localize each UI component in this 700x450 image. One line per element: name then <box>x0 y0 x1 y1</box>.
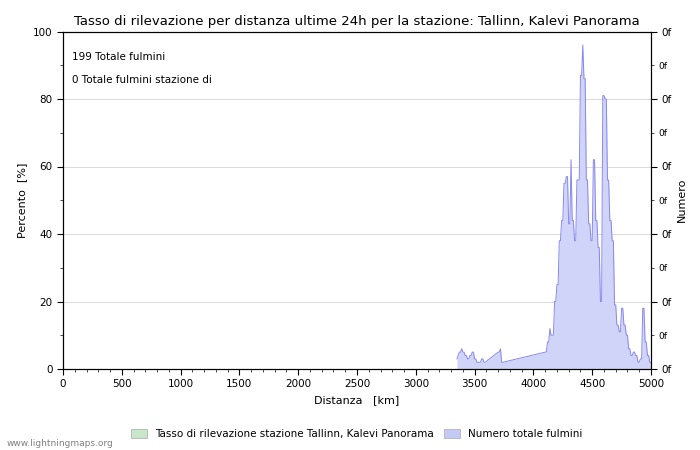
Text: 0 Totale fulmini stazione di: 0 Totale fulmini stazione di <box>72 75 211 86</box>
Title: Tasso di rilevazione per distanza ultime 24h per la stazione: Tallinn, Kalevi Pa: Tasso di rilevazione per distanza ultime… <box>74 14 640 27</box>
Y-axis label: Percento  [%]: Percento [%] <box>18 162 27 238</box>
Text: 199 Totale fulmini: 199 Totale fulmini <box>72 52 165 62</box>
Text: www.lightningmaps.org: www.lightningmaps.org <box>7 439 113 448</box>
Y-axis label: Numero: Numero <box>677 178 687 222</box>
X-axis label: Distanza   [km]: Distanza [km] <box>314 395 400 405</box>
Legend: Tasso di rilevazione stazione Tallinn, Kalevi Panorama, Numero totale fulmini: Tasso di rilevazione stazione Tallinn, K… <box>127 425 587 443</box>
